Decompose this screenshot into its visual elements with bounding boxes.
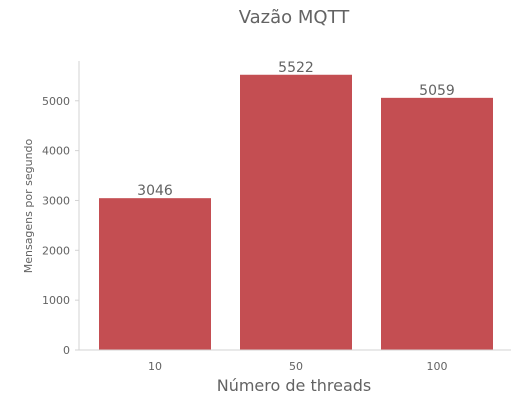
y-tick-label: 0 (63, 344, 70, 357)
chart-title: Vazão MQTT (239, 7, 351, 28)
data-label: 3046 (137, 183, 173, 199)
data-label: 5059 (419, 83, 455, 99)
y-tick-label: 1000 (42, 294, 70, 307)
y-tick-label: 3000 (42, 194, 70, 207)
y-tick-label: 5000 (42, 95, 70, 108)
bar (381, 97, 493, 350)
y-tick-label: 4000 (42, 145, 70, 158)
x-tick-label: 10 (148, 360, 162, 373)
y-axis-label: Mensagens por segundo (22, 138, 35, 273)
bar (99, 198, 211, 350)
bar (240, 74, 352, 351)
x-tick-label: 50 (289, 360, 303, 373)
data-label: 5522 (278, 60, 314, 76)
x-tick-label: 100 (427, 360, 448, 373)
x-axis-label: Número de threads (217, 376, 372, 395)
y-tick-label: 2000 (42, 244, 70, 257)
